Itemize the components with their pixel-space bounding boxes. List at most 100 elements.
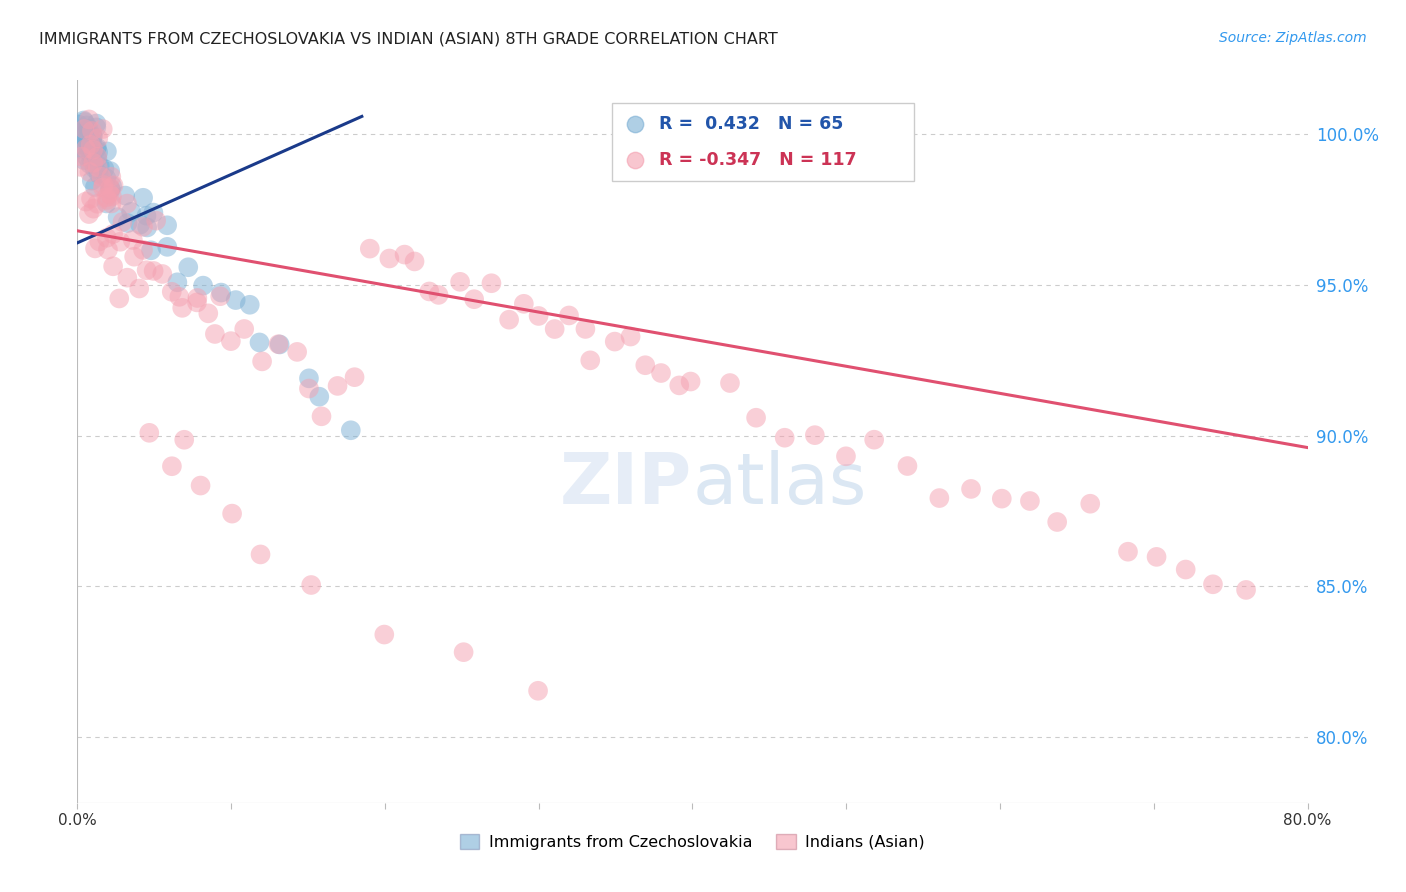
Point <box>668 378 690 392</box>
Point <box>138 425 160 440</box>
Point <box>82 202 104 216</box>
Point <box>169 290 191 304</box>
Point <box>67 142 90 156</box>
Point <box>166 275 188 289</box>
Text: ZIP: ZIP <box>560 450 693 519</box>
Point <box>186 291 208 305</box>
Point <box>135 209 157 223</box>
Point <box>76 119 98 133</box>
Point <box>679 375 702 389</box>
Point <box>101 260 124 274</box>
Point <box>269 337 291 351</box>
Point <box>91 180 114 194</box>
Point <box>249 335 271 350</box>
Point <box>204 326 226 341</box>
Point <box>745 410 768 425</box>
Point <box>142 205 165 219</box>
Point <box>98 186 121 201</box>
Point <box>498 312 520 326</box>
Point <box>82 143 104 157</box>
Point <box>209 285 232 300</box>
Point <box>77 207 100 221</box>
Point <box>558 309 581 323</box>
Point <box>111 215 134 229</box>
Point <box>98 181 121 195</box>
Point <box>928 491 950 505</box>
Point <box>122 250 145 264</box>
Point <box>75 194 97 209</box>
Point <box>86 116 108 130</box>
Point <box>481 277 503 291</box>
Point <box>1146 549 1168 564</box>
Point <box>114 188 136 202</box>
Point <box>93 178 115 192</box>
Point <box>298 371 321 385</box>
Text: R =  0.432   N = 65: R = 0.432 N = 65 <box>659 115 844 134</box>
Point <box>197 306 219 320</box>
Point <box>108 292 131 306</box>
Y-axis label: 8th Grade: 8th Grade <box>0 403 7 480</box>
Point <box>427 288 450 302</box>
Point <box>89 159 111 173</box>
Point <box>77 121 100 136</box>
Point <box>762 311 785 326</box>
Point <box>75 132 97 146</box>
Point <box>67 118 90 132</box>
Point <box>98 164 121 178</box>
Point <box>96 231 118 245</box>
Point <box>160 285 183 299</box>
Point <box>107 210 129 224</box>
Point <box>1046 515 1069 529</box>
Point <box>527 309 550 323</box>
Point <box>96 196 118 211</box>
Point <box>1202 577 1225 591</box>
Point <box>219 334 242 348</box>
Point <box>96 145 118 159</box>
Point <box>150 267 173 281</box>
Point <box>80 192 103 206</box>
Point <box>267 337 290 351</box>
Point <box>73 115 96 129</box>
Text: IMMIGRANTS FROM CZECHOSLOVAKIA VS INDIAN (ASIAN) 8TH GRADE CORRELATION CHART: IMMIGRANTS FROM CZECHOSLOVAKIA VS INDIAN… <box>39 31 778 46</box>
Point <box>117 270 139 285</box>
Point <box>82 143 104 157</box>
Point <box>98 181 121 195</box>
Point <box>221 507 243 521</box>
Point <box>79 146 101 161</box>
Point <box>79 165 101 179</box>
Point <box>308 390 330 404</box>
Point <box>233 322 256 336</box>
Point <box>718 376 741 390</box>
Point <box>574 322 596 336</box>
Point <box>145 213 167 227</box>
Point <box>72 130 94 145</box>
Point <box>70 125 93 139</box>
Point <box>190 478 212 492</box>
Point <box>79 137 101 152</box>
Point <box>250 354 273 368</box>
Point <box>69 160 91 174</box>
Point <box>896 458 918 473</box>
Point <box>103 178 125 193</box>
Point <box>115 196 138 211</box>
Point <box>373 627 395 641</box>
Point <box>620 329 643 343</box>
Point <box>132 219 155 234</box>
Point <box>186 295 208 310</box>
Point <box>86 196 108 211</box>
Point <box>311 409 333 424</box>
Point <box>73 122 96 136</box>
Point <box>86 140 108 154</box>
Point <box>120 205 142 219</box>
Point <box>121 233 143 247</box>
Point <box>298 382 321 396</box>
Point <box>173 433 195 447</box>
Point <box>863 433 886 447</box>
Point <box>449 275 471 289</box>
Point <box>86 152 108 166</box>
Point <box>82 155 104 169</box>
Point <box>835 450 858 464</box>
Point <box>80 153 103 167</box>
Point <box>378 252 401 266</box>
Point <box>89 235 111 249</box>
